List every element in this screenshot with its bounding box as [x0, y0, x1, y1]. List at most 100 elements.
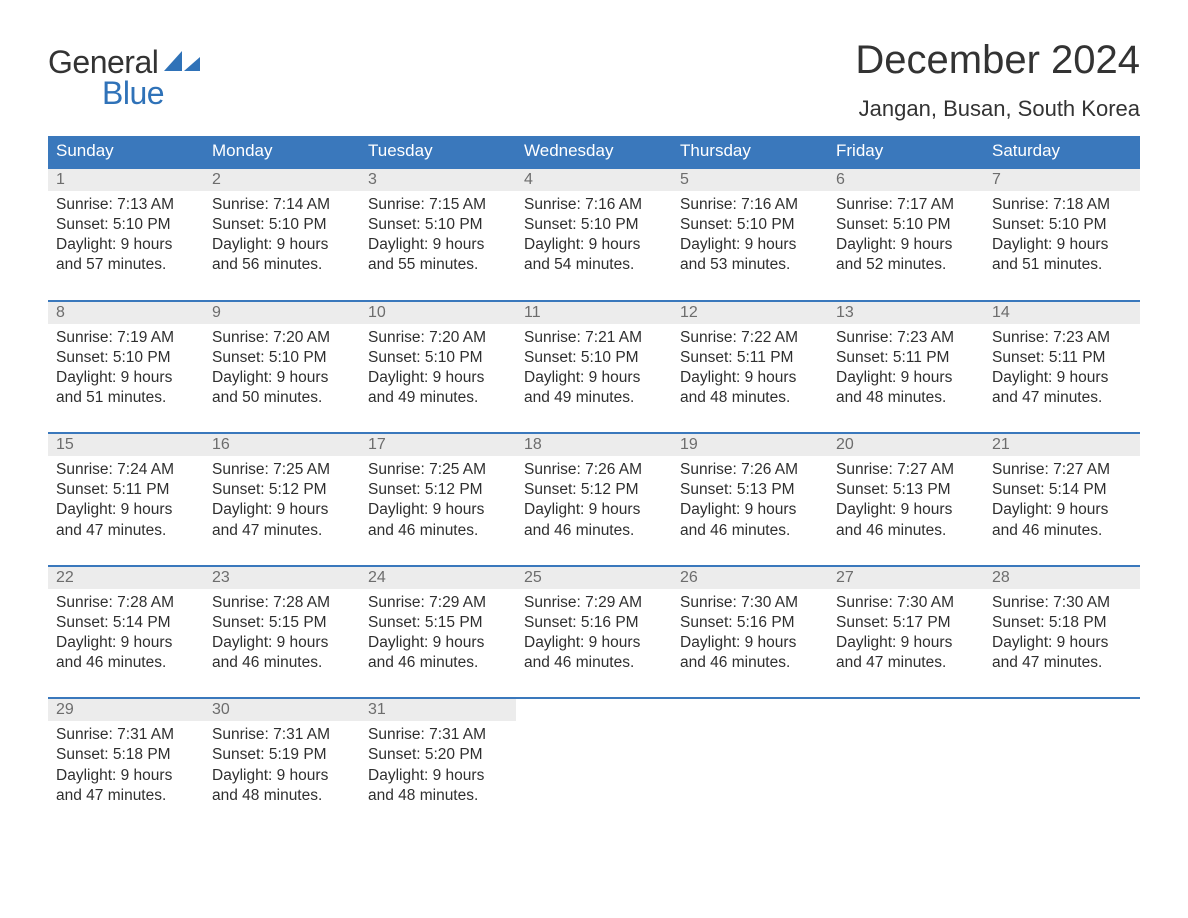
- day-number: 10: [360, 304, 386, 322]
- day-cell: 28Sunrise: 7:30 AMSunset: 5:18 PMDayligh…: [984, 567, 1140, 674]
- daylight-hours: 9 hours: [1057, 369, 1109, 386]
- sunset-value: 5:15 PM: [269, 614, 327, 631]
- sunset-label: Sunset:: [836, 614, 893, 631]
- sunset-label: Sunset:: [212, 614, 269, 631]
- daylight-line-2: and 46 minutes.: [56, 653, 196, 673]
- daylight-label: Daylight:: [992, 634, 1057, 651]
- day-body: Sunrise: 7:22 AMSunset: 5:11 PMDaylight:…: [672, 324, 828, 409]
- day-body: Sunrise: 7:23 AMSunset: 5:11 PMDaylight:…: [828, 324, 984, 409]
- sunrise-value: 7:25 AM: [273, 461, 330, 478]
- sunset-label: Sunset:: [524, 216, 581, 233]
- daylight-hours: 9 hours: [589, 634, 641, 651]
- weeks-container: 1Sunrise: 7:13 AMSunset: 5:10 PMDaylight…: [48, 167, 1140, 806]
- sunset-label: Sunset:: [212, 349, 269, 366]
- sunset-label: Sunset:: [368, 481, 425, 498]
- sunrise-label: Sunrise:: [992, 329, 1053, 346]
- day-cell: 4Sunrise: 7:16 AMSunset: 5:10 PMDaylight…: [516, 169, 672, 276]
- sunset-line: Sunset: 5:12 PM: [524, 480, 664, 500]
- daylight-hours: 9 hours: [121, 767, 173, 784]
- daylight-line-2: and 46 minutes.: [680, 521, 820, 541]
- sunrise-value: 7:30 AM: [741, 594, 798, 611]
- daylight-label: Daylight:: [368, 369, 433, 386]
- day-number: 15: [48, 436, 74, 454]
- daylight-label: Daylight:: [368, 634, 433, 651]
- day-cell: 3Sunrise: 7:15 AMSunset: 5:10 PMDaylight…: [360, 169, 516, 276]
- day-cell: 30Sunrise: 7:31 AMSunset: 5:19 PMDayligh…: [204, 699, 360, 806]
- dow-cell: Tuesday: [360, 136, 516, 167]
- day-cell: 25Sunrise: 7:29 AMSunset: 5:16 PMDayligh…: [516, 567, 672, 674]
- day-number: 30: [204, 701, 230, 719]
- sunrise-line: Sunrise: 7:15 AM: [368, 195, 508, 215]
- daylight-line-1: Daylight: 9 hours: [524, 500, 664, 520]
- sunrise-label: Sunrise:: [212, 196, 273, 213]
- daylight-label: Daylight:: [524, 236, 589, 253]
- sunset-line: Sunset: 5:10 PM: [524, 215, 664, 235]
- daylight-hours: 9 hours: [901, 501, 953, 518]
- sunset-line: Sunset: 5:10 PM: [56, 215, 196, 235]
- sunset-value: 5:10 PM: [113, 349, 171, 366]
- daynum-row: 24: [360, 567, 516, 589]
- daylight-line-1: Daylight: 9 hours: [836, 500, 976, 520]
- day-body: Sunrise: 7:17 AMSunset: 5:10 PMDaylight:…: [828, 191, 984, 276]
- sunrise-value: 7:29 AM: [585, 594, 642, 611]
- sunset-label: Sunset:: [524, 481, 581, 498]
- sunset-label: Sunset:: [212, 481, 269, 498]
- day-number: 21: [984, 436, 1010, 454]
- day-number: 29: [48, 701, 74, 719]
- daylight-line-2: and 53 minutes.: [680, 255, 820, 275]
- sunrise-value: 7:27 AM: [897, 461, 954, 478]
- sunset-line: Sunset: 5:12 PM: [212, 480, 352, 500]
- sunrise-line: Sunrise: 7:25 AM: [212, 460, 352, 480]
- sunset-value: 5:18 PM: [113, 746, 171, 763]
- sunset-line: Sunset: 5:10 PM: [56, 348, 196, 368]
- sunset-line: Sunset: 5:11 PM: [992, 348, 1132, 368]
- day-number: 2: [204, 171, 221, 189]
- daylight-line-1: Daylight: 9 hours: [992, 500, 1132, 520]
- sunrise-line: Sunrise: 7:17 AM: [836, 195, 976, 215]
- daylight-line-2: and 47 minutes.: [836, 653, 976, 673]
- dow-cell: Wednesday: [516, 136, 672, 167]
- daylight-line-1: Daylight: 9 hours: [992, 633, 1132, 653]
- sunrise-line: Sunrise: 7:20 AM: [212, 328, 352, 348]
- daylight-line-2: and 46 minutes.: [992, 521, 1132, 541]
- daynum-row: 12: [672, 302, 828, 324]
- sunrise-value: 7:13 AM: [117, 196, 174, 213]
- dow-cell: Friday: [828, 136, 984, 167]
- day-cell: 16Sunrise: 7:25 AMSunset: 5:12 PMDayligh…: [204, 434, 360, 541]
- sunset-line: Sunset: 5:11 PM: [56, 480, 196, 500]
- daylight-line-1: Daylight: 9 hours: [524, 633, 664, 653]
- sunset-label: Sunset:: [212, 216, 269, 233]
- daylight-label: Daylight:: [992, 501, 1057, 518]
- sunset-value: 5:12 PM: [581, 481, 639, 498]
- daylight-label: Daylight:: [992, 236, 1057, 253]
- daylight-label: Daylight:: [56, 767, 121, 784]
- day-cell: 15Sunrise: 7:24 AMSunset: 5:11 PMDayligh…: [48, 434, 204, 541]
- day-number: 13: [828, 304, 854, 322]
- daynum-row: 31: [360, 699, 516, 721]
- daynum-row: 15: [48, 434, 204, 456]
- sunrise-label: Sunrise:: [56, 461, 117, 478]
- sunset-line: Sunset: 5:10 PM: [368, 348, 508, 368]
- daylight-line-1: Daylight: 9 hours: [524, 368, 664, 388]
- day-cell: 17Sunrise: 7:25 AMSunset: 5:12 PMDayligh…: [360, 434, 516, 541]
- daynum-row: 21: [984, 434, 1140, 456]
- daylight-hours: 9 hours: [589, 236, 641, 253]
- dow-header-row: SundayMondayTuesdayWednesdayThursdayFrid…: [48, 136, 1140, 167]
- sunset-line: Sunset: 5:10 PM: [680, 215, 820, 235]
- sunrise-line: Sunrise: 7:22 AM: [680, 328, 820, 348]
- daylight-line-1: Daylight: 9 hours: [212, 368, 352, 388]
- daylight-hours: 9 hours: [1057, 236, 1109, 253]
- sunset-label: Sunset:: [56, 481, 113, 498]
- daylight-line-2: and 48 minutes.: [368, 786, 508, 806]
- calendar-grid: SundayMondayTuesdayWednesdayThursdayFrid…: [48, 136, 1140, 806]
- daylight-hours: 9 hours: [121, 634, 173, 651]
- daylight-hours: 9 hours: [121, 369, 173, 386]
- day-cell: 11Sunrise: 7:21 AMSunset: 5:10 PMDayligh…: [516, 302, 672, 409]
- sunset-line: Sunset: 5:10 PM: [524, 348, 664, 368]
- sunrise-label: Sunrise:: [56, 329, 117, 346]
- day-number: 28: [984, 569, 1010, 587]
- daylight-line-1: Daylight: 9 hours: [56, 235, 196, 255]
- sunrise-value: 7:22 AM: [741, 329, 798, 346]
- daylight-hours: 9 hours: [433, 501, 485, 518]
- daylight-line-1: Daylight: 9 hours: [56, 633, 196, 653]
